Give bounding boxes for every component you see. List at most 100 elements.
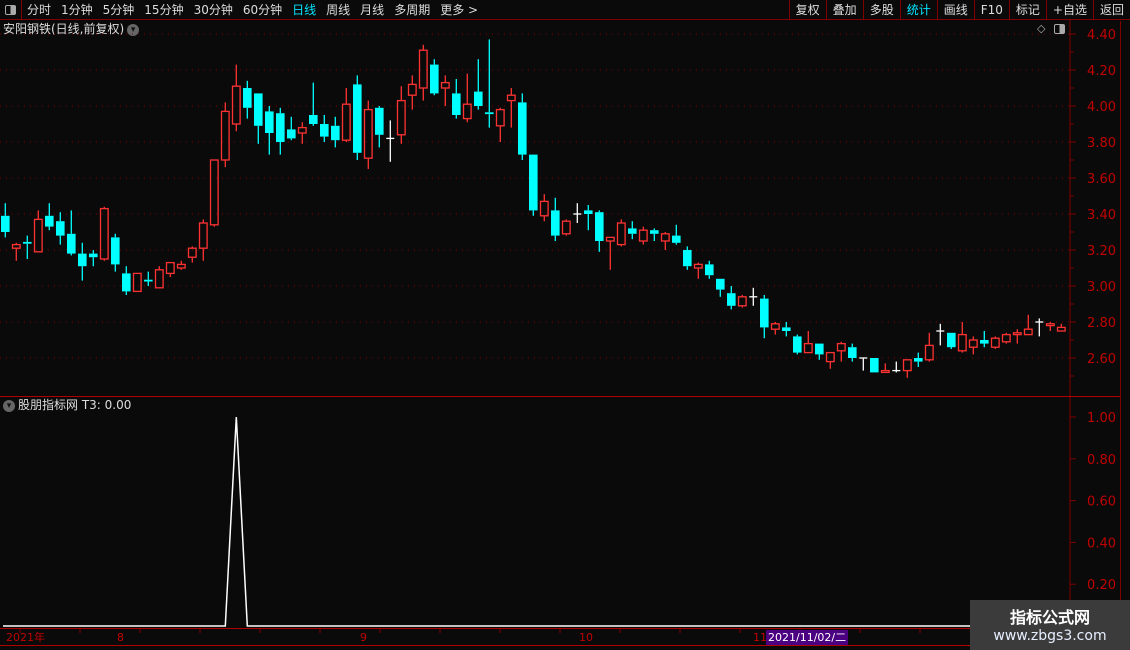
- candle-body: [99, 207, 109, 260]
- candle-body: [243, 88, 252, 108]
- candle-body: [980, 340, 989, 344]
- price-tick-label: 3.20: [1087, 244, 1116, 259]
- panel-toggle-icon[interactable]: [0, 0, 22, 20]
- price-tick-label: 3.00: [1087, 280, 1116, 295]
- date-label-year: 2021年: [6, 631, 45, 644]
- candle-body: [957, 333, 967, 352]
- candle-body: [760, 298, 769, 328]
- candle-body: [561, 220, 571, 235]
- candle-body: [848, 347, 857, 358]
- candle-body: [705, 264, 714, 276]
- price-tick-label: 2.60: [1087, 352, 1116, 367]
- candle-body: [297, 126, 307, 134]
- tab-period[interactable]: 分时: [27, 3, 52, 17]
- candle-body: [1056, 326, 1066, 332]
- candle-body: [1, 215, 10, 232]
- toolbar-button[interactable]: 画线: [936, 0, 974, 19]
- toolbar-button[interactable]: 统计: [899, 0, 937, 19]
- tab-period[interactable]: 15分钟: [144, 3, 184, 17]
- diamond-icon[interactable]: ◇: [1037, 22, 1046, 35]
- candle-body: [924, 344, 934, 361]
- tab-period[interactable]: 60分钟: [242, 3, 283, 17]
- candle-body: [683, 250, 692, 267]
- panel-toggle-icon[interactable]: [1054, 24, 1065, 34]
- candle-body: [529, 154, 538, 211]
- toolbar-button[interactable]: 标记: [1008, 0, 1046, 19]
- candle-body: [495, 108, 505, 127]
- candle-body: [803, 342, 813, 354]
- candle-body: [616, 222, 626, 246]
- candle-body: [11, 243, 21, 249]
- watermark-url: www.zbgs3.com: [993, 628, 1107, 644]
- candle-body: [154, 269, 164, 289]
- t3-series-line: [3, 416, 1070, 627]
- candle-body: [902, 359, 912, 372]
- candle-body: [551, 210, 560, 236]
- stock-title: 安阳钢铁(日线,前复权) ▾: [3, 21, 140, 37]
- candle-body: [23, 241, 32, 244]
- candle-body: [265, 111, 274, 133]
- toolbar-button[interactable]: F10: [973, 0, 1009, 19]
- candle-body: [452, 93, 461, 115]
- toolbar-button[interactable]: 叠加: [825, 0, 863, 19]
- candle-body: [111, 237, 120, 265]
- candle-body: [78, 253, 87, 267]
- tab-period[interactable]: 更多 >: [440, 3, 479, 17]
- chevron-down-icon[interactable]: ▾: [127, 23, 140, 36]
- candle-body: [440, 81, 450, 89]
- candle-body: [363, 108, 373, 159]
- date-label-month: 11: [753, 631, 767, 644]
- candle-body: [67, 233, 76, 254]
- info-side-panel[interactable]: [1120, 21, 1130, 630]
- candle-body: [825, 351, 835, 363]
- candle-body: [628, 228, 637, 234]
- price-tick-label: 3.80: [1087, 136, 1116, 151]
- candle-body: [418, 49, 428, 89]
- candle-body: [254, 93, 263, 126]
- watermark-title: 指标公式网: [1009, 608, 1090, 627]
- candle-body: [309, 115, 318, 124]
- date-label-month: 10: [579, 631, 593, 644]
- price-tick-label: 2.80: [1087, 316, 1116, 331]
- candle-body: [407, 83, 417, 96]
- candle-body: [672, 235, 681, 243]
- tab-period[interactable]: 周线: [326, 3, 351, 17]
- candle-body: [122, 273, 131, 292]
- toolbar-button[interactable]: 复权: [788, 0, 826, 19]
- toolbar-button[interactable]: 多股: [862, 0, 900, 19]
- indicator-title: ▾ 股朋指标网 T3: 0.00: [3, 398, 131, 412]
- tab-period[interactable]: 日线: [292, 3, 317, 17]
- candle-body: [870, 358, 879, 373]
- candle-body: [1045, 323, 1055, 327]
- candle-body: [716, 278, 725, 290]
- indicator-tick-label: 0.40: [1087, 536, 1116, 551]
- candle-body: [45, 215, 54, 227]
- tab-period[interactable]: 1分钟: [61, 3, 93, 17]
- chevron-down-icon[interactable]: ▾: [3, 399, 15, 412]
- candle-body: [33, 218, 43, 253]
- candle-body: [187, 247, 197, 258]
- candle-body: [209, 159, 219, 226]
- indicator-tick-label: 0.20: [1087, 578, 1116, 593]
- tab-period[interactable]: 5分钟: [102, 3, 135, 17]
- tab-period[interactable]: 多周期: [394, 3, 431, 17]
- toolbar-button[interactable]: +自选: [1045, 0, 1093, 19]
- price-tick-label: 4.40: [1087, 28, 1116, 43]
- candle-body: [990, 337, 1000, 348]
- candle-body: [132, 272, 142, 293]
- candle-body: [968, 339, 978, 348]
- candle-body: [320, 124, 329, 137]
- candle-body: [770, 323, 780, 330]
- candle-body: [353, 84, 362, 153]
- candle-body: [1001, 333, 1011, 343]
- candle-body: [220, 110, 230, 161]
- tab-period[interactable]: 30分钟: [193, 3, 233, 17]
- candle-body: [485, 112, 494, 115]
- tab-period[interactable]: 月线: [360, 3, 385, 17]
- candle-body: [947, 332, 956, 348]
- toolbar-button[interactable]: 返回: [1092, 0, 1130, 19]
- price-tick-label: 3.60: [1087, 172, 1116, 187]
- date-label-month: 8: [117, 631, 124, 644]
- candle-body: [584, 210, 593, 214]
